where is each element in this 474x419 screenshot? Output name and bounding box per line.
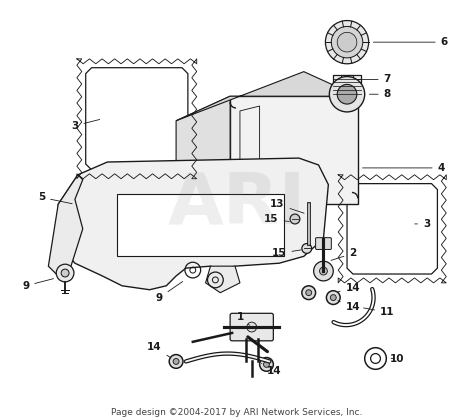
Polygon shape bbox=[333, 75, 361, 104]
Polygon shape bbox=[206, 266, 240, 293]
Circle shape bbox=[302, 286, 316, 300]
Circle shape bbox=[329, 77, 365, 112]
Circle shape bbox=[337, 32, 357, 52]
Text: 14: 14 bbox=[262, 363, 282, 376]
Circle shape bbox=[247, 322, 256, 332]
Circle shape bbox=[264, 362, 269, 367]
Circle shape bbox=[169, 354, 183, 368]
Circle shape bbox=[330, 295, 336, 300]
Text: 14: 14 bbox=[147, 342, 171, 358]
Text: 2: 2 bbox=[331, 248, 356, 260]
Text: 4: 4 bbox=[363, 163, 445, 173]
Text: 15: 15 bbox=[272, 248, 301, 259]
Circle shape bbox=[61, 269, 69, 277]
Circle shape bbox=[306, 290, 312, 296]
Text: 15: 15 bbox=[264, 214, 289, 224]
Circle shape bbox=[56, 264, 74, 282]
Circle shape bbox=[319, 267, 328, 275]
Text: 14: 14 bbox=[338, 283, 360, 293]
Polygon shape bbox=[176, 72, 358, 121]
Polygon shape bbox=[48, 175, 83, 276]
Circle shape bbox=[331, 26, 363, 58]
Polygon shape bbox=[117, 194, 284, 256]
Text: 5: 5 bbox=[38, 192, 72, 204]
Circle shape bbox=[327, 291, 340, 305]
Text: 9: 9 bbox=[22, 279, 54, 291]
Text: 13: 13 bbox=[270, 199, 304, 213]
Circle shape bbox=[302, 243, 312, 253]
Text: 14: 14 bbox=[338, 301, 360, 313]
Circle shape bbox=[314, 261, 333, 281]
Circle shape bbox=[173, 359, 179, 365]
Text: 3: 3 bbox=[415, 219, 430, 229]
FancyBboxPatch shape bbox=[316, 238, 331, 249]
Text: 6: 6 bbox=[374, 37, 448, 47]
Polygon shape bbox=[176, 96, 230, 229]
FancyBboxPatch shape bbox=[230, 313, 273, 341]
Polygon shape bbox=[341, 75, 353, 84]
Text: 8: 8 bbox=[369, 89, 391, 99]
Circle shape bbox=[337, 84, 357, 104]
Text: 10: 10 bbox=[390, 354, 404, 364]
Text: 3: 3 bbox=[71, 119, 100, 131]
Text: 1: 1 bbox=[237, 312, 250, 325]
Text: 11: 11 bbox=[364, 307, 394, 317]
Text: 7: 7 bbox=[358, 75, 391, 85]
Circle shape bbox=[260, 357, 273, 371]
Text: ARI: ARI bbox=[168, 170, 306, 239]
Polygon shape bbox=[58, 158, 328, 290]
Circle shape bbox=[326, 21, 369, 64]
Text: Page design ©2004-2017 by ARI Network Services, Inc.: Page design ©2004-2017 by ARI Network Se… bbox=[111, 408, 363, 417]
Circle shape bbox=[290, 214, 300, 224]
Polygon shape bbox=[230, 96, 358, 204]
Text: 9: 9 bbox=[156, 282, 182, 303]
